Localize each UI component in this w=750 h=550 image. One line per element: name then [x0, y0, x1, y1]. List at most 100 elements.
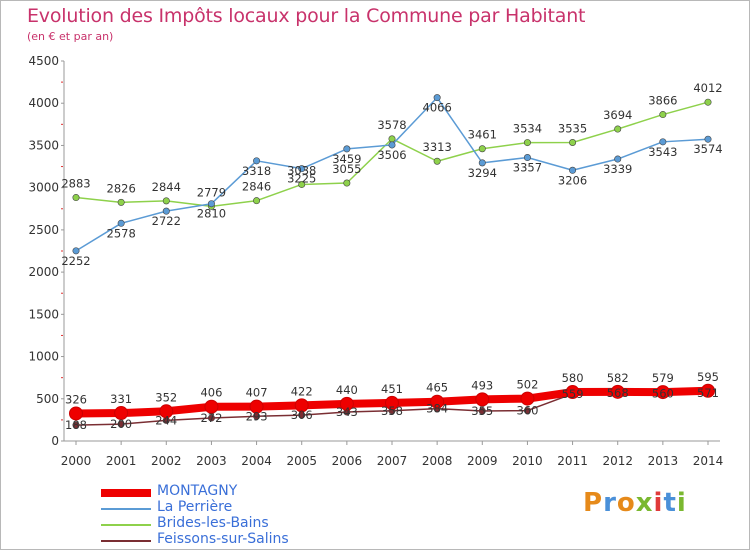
data-label: 2883: [61, 177, 90, 191]
data-point: [294, 398, 309, 413]
data-label: 559: [562, 387, 584, 401]
data-label: 406: [200, 386, 222, 400]
data-label: 3578: [377, 118, 406, 132]
data-point: [207, 200, 215, 208]
data-label: 2578: [107, 226, 136, 240]
data-label: 3543: [648, 145, 677, 159]
data-label: 595: [697, 370, 719, 384]
data-label: 407: [246, 386, 268, 400]
data-point: [655, 385, 670, 400]
data-point: [433, 157, 441, 165]
data-label: 465: [426, 381, 448, 395]
data-point: [204, 399, 219, 414]
data-label: 3357: [513, 161, 542, 175]
data-label: 3038: [287, 163, 316, 177]
data-point: [569, 166, 577, 174]
data-point: [523, 154, 531, 162]
y-tick-label: 500: [36, 392, 59, 406]
legend-item: MONTAGNY: [101, 483, 321, 501]
data-point: [388, 141, 396, 149]
data-point: [72, 247, 80, 255]
data-point: [114, 406, 129, 421]
legend-item: Brides-les-Bains: [101, 515, 321, 533]
data-point: [253, 197, 261, 205]
data-label: 3206: [558, 173, 587, 187]
x-tick-label: 2012: [602, 454, 633, 468]
x-tick-label: 2001: [106, 454, 137, 468]
data-point: [343, 179, 351, 187]
y-tick-label: 1500: [28, 307, 59, 321]
data-label: 451: [381, 382, 403, 396]
data-label: 272: [200, 411, 222, 425]
data-label: 3225: [287, 172, 316, 186]
data-label: 3339: [603, 162, 632, 176]
data-label: 2779: [197, 185, 226, 199]
data-label: 293: [246, 409, 268, 423]
data-label: 3534: [513, 122, 542, 136]
logo-letter: i: [653, 488, 664, 518]
logo-letter: x: [635, 488, 654, 518]
data-label: 3055: [332, 162, 361, 176]
data-point: [162, 207, 170, 215]
data-point: [659, 138, 667, 146]
data-label: 355: [471, 404, 493, 418]
data-label: 3294: [468, 166, 497, 180]
data-label: 3506: [377, 148, 406, 162]
data-label: 384: [426, 402, 448, 416]
data-label: 306: [291, 408, 313, 422]
data-label: 358: [381, 404, 403, 418]
x-tick-label: 2014: [693, 454, 724, 468]
x-tick-label: 2009: [467, 454, 498, 468]
legend-item: La Perrière: [101, 499, 321, 517]
data-label: 3461: [468, 128, 497, 142]
legend-swatch: [101, 489, 151, 497]
data-point: [159, 404, 174, 419]
legend-label: La Perrière: [157, 499, 233, 515]
x-tick-label: 2002: [151, 454, 182, 468]
data-label: 4066: [423, 101, 452, 115]
data-label: 2810: [197, 207, 226, 221]
legend-swatch: [101, 540, 151, 542]
data-point: [520, 391, 535, 406]
y-tick-label: 3000: [28, 181, 59, 195]
data-label: 200: [110, 417, 132, 431]
data-label: 331: [110, 392, 132, 406]
x-tick-label: 2007: [377, 454, 408, 468]
data-point: [72, 194, 80, 202]
data-label: 422: [291, 384, 313, 398]
data-point: [614, 125, 622, 133]
data-label: 4012: [693, 81, 722, 95]
legend-label: Feissons-sur-Salins: [157, 531, 289, 547]
data-point: [701, 383, 715, 398]
legend-label: Brides-les-Bains: [157, 515, 269, 531]
x-tick-label: 2000: [61, 454, 92, 468]
data-point: [339, 396, 354, 411]
data-point: [117, 219, 125, 227]
chart-subtitle: (en € et par an): [27, 30, 114, 43]
data-label: 2844: [152, 180, 181, 194]
data-label: 571: [697, 386, 719, 400]
logo-letter: i: [676, 488, 687, 518]
proxiti-logo: Proxiti: [583, 488, 687, 518]
data-point: [610, 384, 625, 399]
logo-letter: t: [663, 488, 677, 518]
x-tick-label: 2004: [241, 454, 272, 468]
x-tick-label: 2006: [332, 454, 363, 468]
chart-title: Evolution des Impôts locaux pour la Comm…: [27, 5, 586, 27]
data-label: 560: [652, 387, 674, 401]
data-point: [385, 395, 399, 410]
data-label: 343: [336, 405, 358, 419]
logo-letter: P: [583, 488, 604, 518]
x-tick-label: 2005: [286, 454, 317, 468]
data-label: 188: [65, 418, 87, 432]
data-point: [117, 198, 125, 206]
data-point: [523, 139, 531, 147]
data-label: 580: [562, 371, 584, 385]
data-label: 502: [516, 378, 538, 392]
legend: MONTAGNY La Perrière Brides-les-Bains Feiss…: [101, 483, 321, 549]
y-tick-label: 0: [51, 434, 59, 448]
data-point: [72, 421, 80, 429]
data-point: [614, 155, 622, 163]
data-point: [117, 420, 125, 428]
